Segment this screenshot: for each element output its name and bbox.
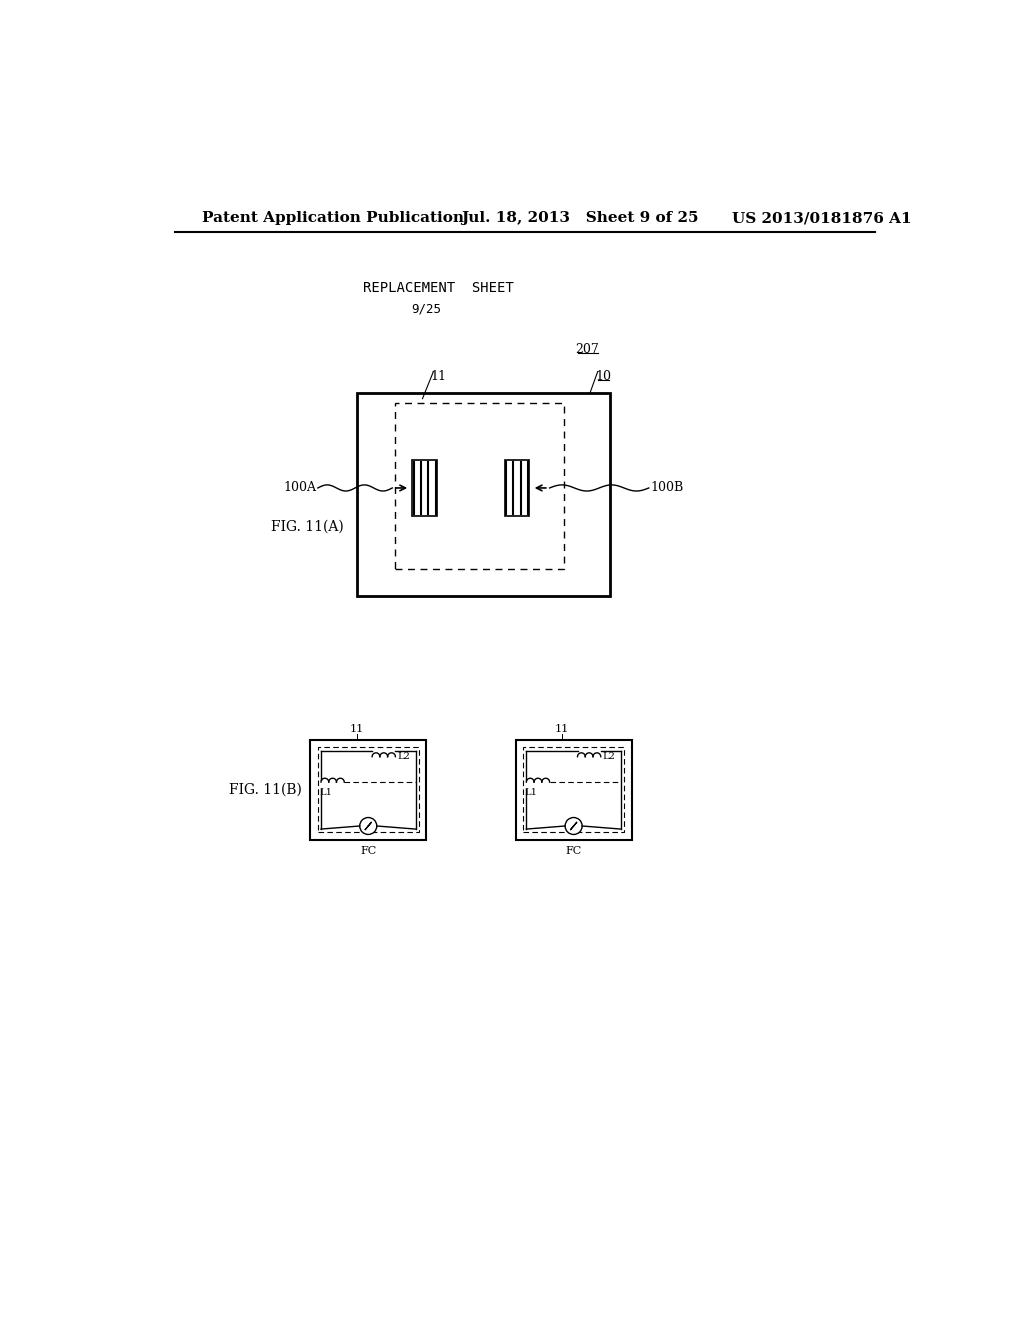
Text: Patent Application Publication: Patent Application Publication	[202, 211, 464, 226]
Text: L1: L1	[524, 788, 538, 797]
Text: US 2013/0181876 A1: US 2013/0181876 A1	[732, 211, 912, 226]
Circle shape	[359, 817, 377, 834]
Bar	[413, 461, 437, 516]
Text: 100B: 100B	[650, 482, 684, 495]
Text: 10: 10	[595, 370, 611, 383]
Bar	[523, 747, 624, 832]
Text: 207: 207	[574, 343, 599, 356]
Text: 9/25: 9/25	[412, 302, 441, 315]
Circle shape	[565, 817, 583, 834]
Bar	[317, 747, 419, 832]
Text: FC: FC	[565, 846, 582, 857]
Bar	[395, 404, 564, 569]
Text: L1: L1	[319, 788, 333, 797]
Bar	[505, 461, 529, 516]
Text: 11: 11	[555, 723, 569, 734]
Text: FC: FC	[360, 846, 377, 857]
Text: 11: 11	[430, 370, 446, 383]
Text: FIG. 11(B): FIG. 11(B)	[228, 783, 302, 797]
Text: Jul. 18, 2013   Sheet 9 of 25: Jul. 18, 2013 Sheet 9 of 25	[461, 211, 698, 226]
Text: FIG. 11(A): FIG. 11(A)	[271, 520, 344, 533]
Text: REPLACEMENT  SHEET: REPLACEMENT SHEET	[362, 281, 513, 294]
Text: L2: L2	[602, 752, 615, 762]
Bar	[310, 739, 426, 840]
Text: 100A: 100A	[284, 482, 316, 495]
Bar	[356, 393, 610, 595]
Text: 11: 11	[349, 723, 364, 734]
Bar	[515, 739, 632, 840]
Text: L2: L2	[397, 752, 410, 762]
